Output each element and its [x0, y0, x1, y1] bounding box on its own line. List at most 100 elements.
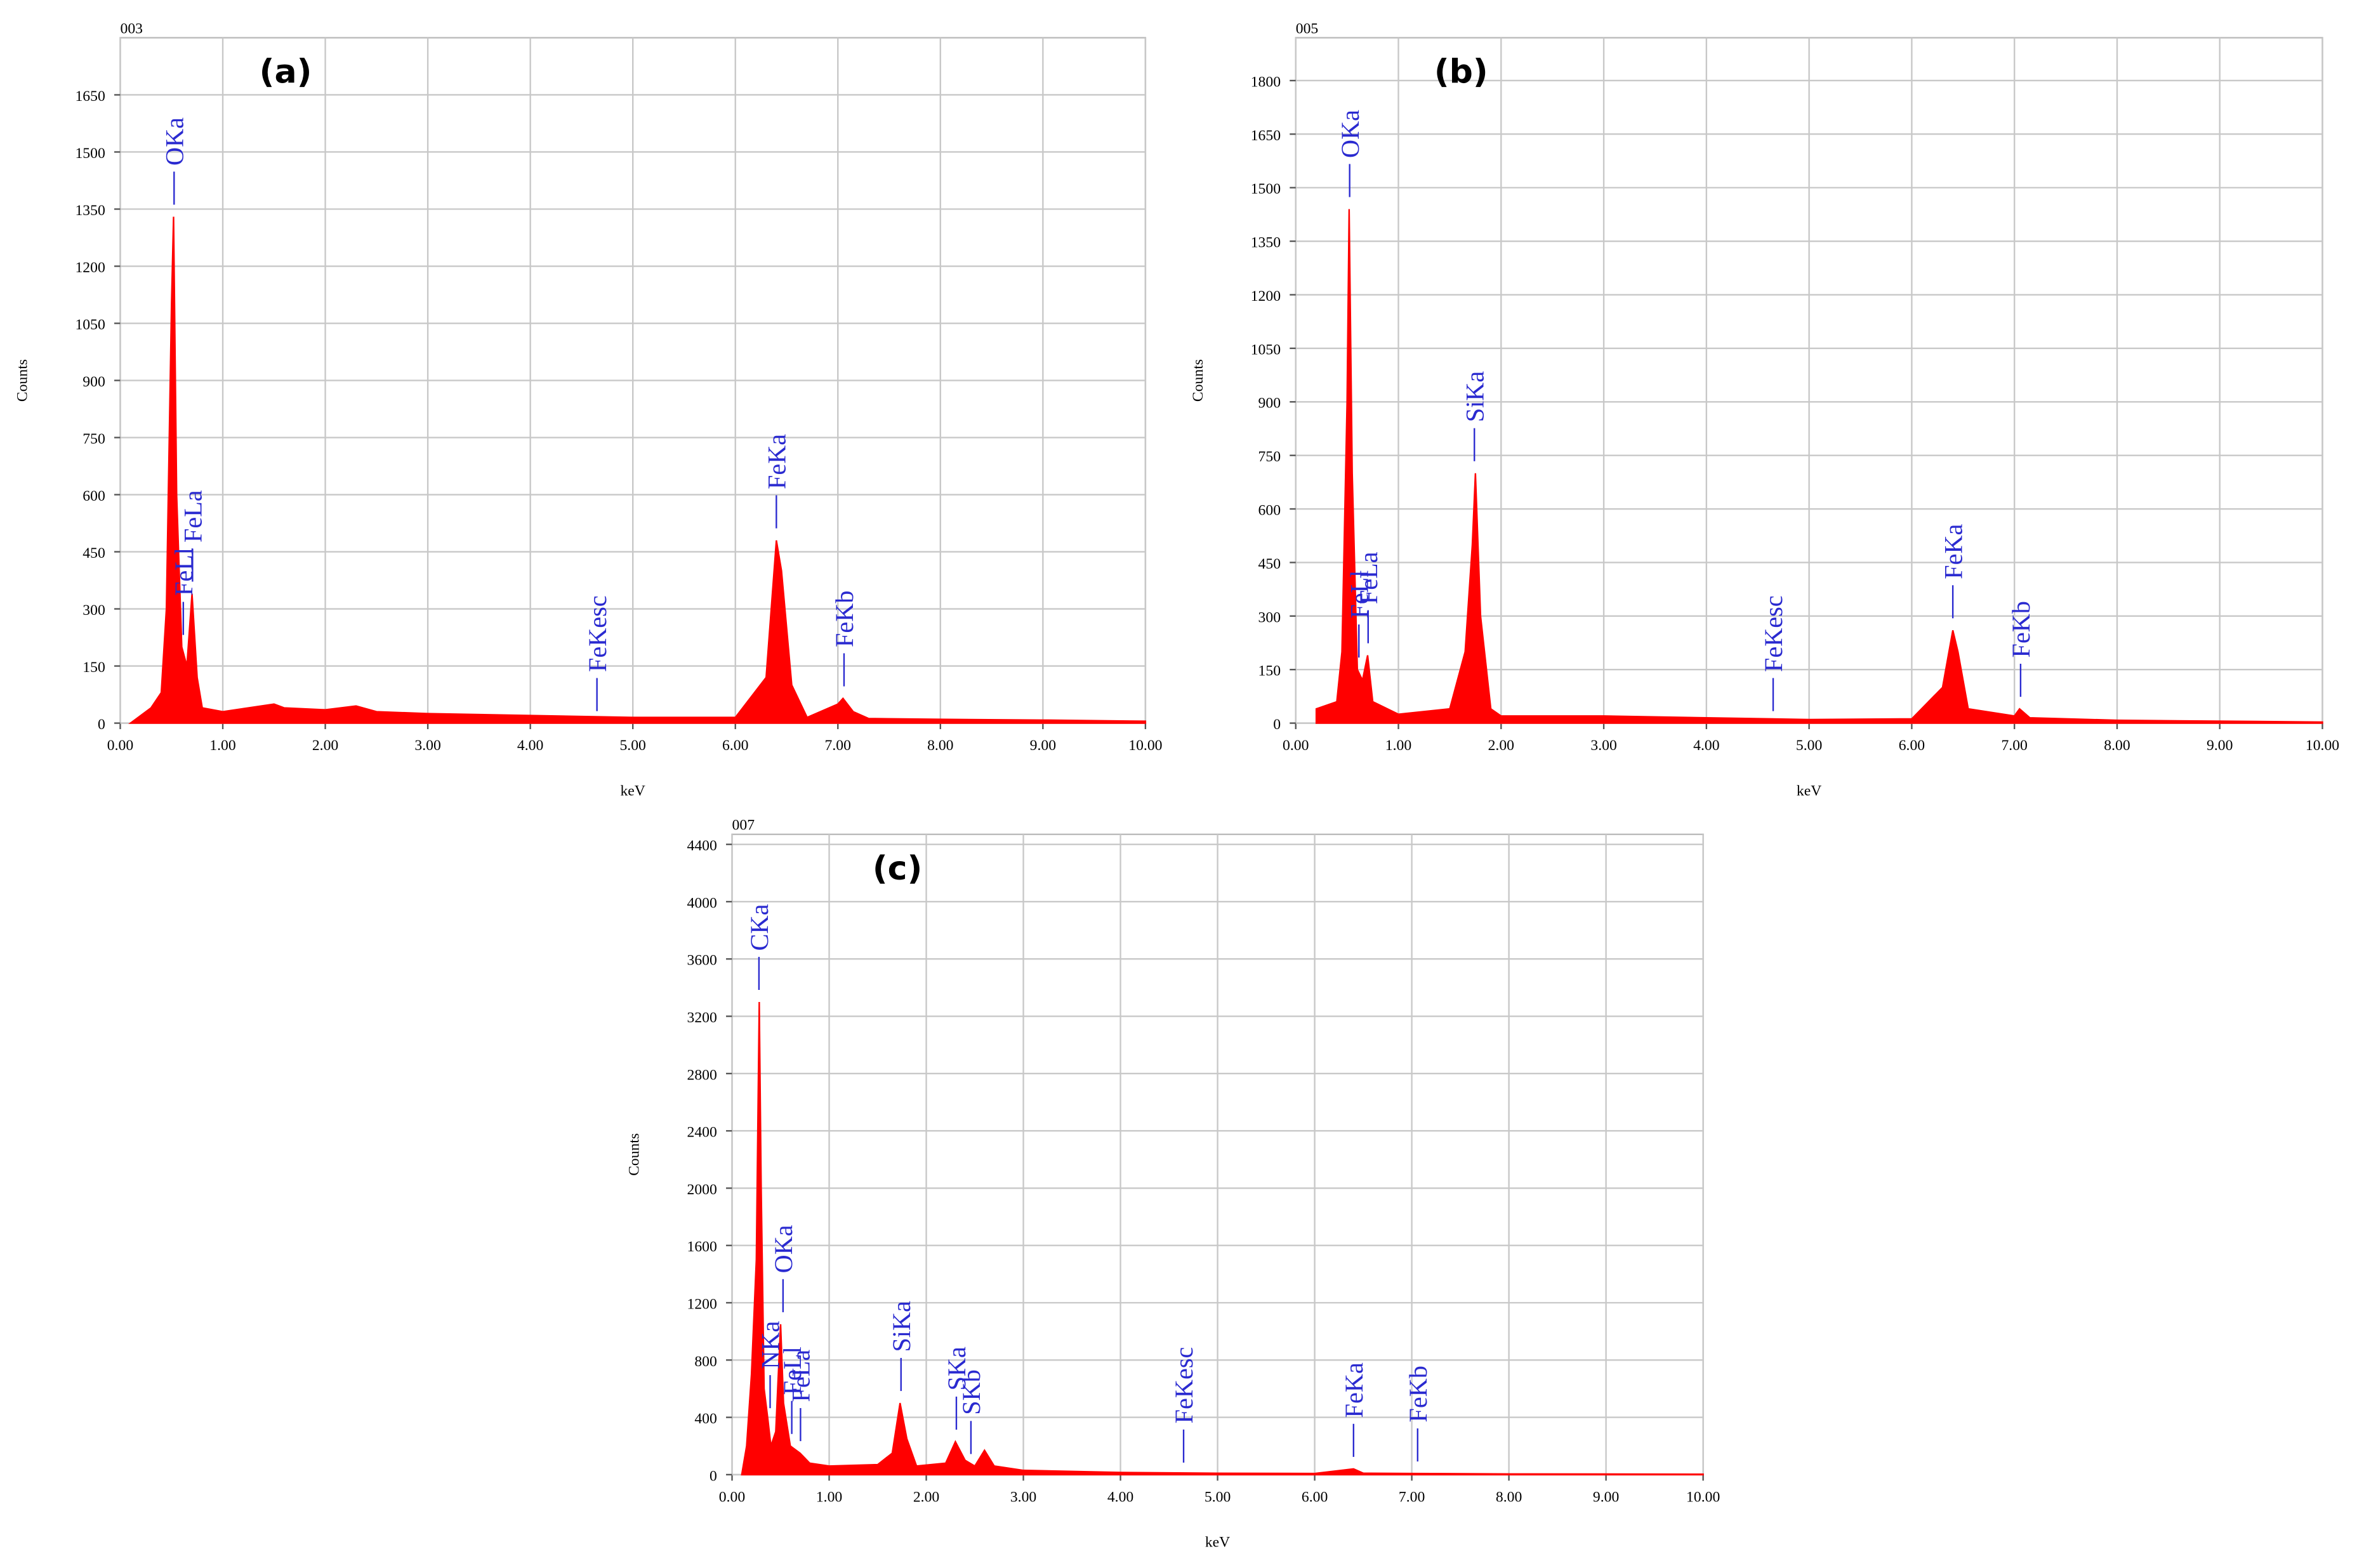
- chart-subtitle: 005: [1296, 20, 1319, 37]
- chart-panel: 0.00 1.00 2.00 3.00 4.00 5.00 6.00 7.00 8.00 9.00…: [1190, 20, 2339, 799]
- peak-label: FeKesc: [1170, 1347, 1198, 1424]
- y-tick-label: 750: [1258, 449, 1281, 465]
- chart-title: (b): [1434, 53, 1488, 91]
- x-tick-label: 4.00: [1107, 1489, 1133, 1506]
- y-tick-label: 2400: [687, 1124, 716, 1141]
- peak-label: FeKb: [2007, 601, 2035, 657]
- y-tick-label: 1200: [1251, 288, 1281, 305]
- y-tick-label: 900: [83, 374, 105, 390]
- y-tick-label: 1200: [75, 260, 105, 276]
- chart-panel: 0.00 1.00 2.00 3.00 4.00 5.00 6.00 7.00 8.00 9.00…: [15, 20, 1163, 799]
- y-tick-label: 1350: [1251, 235, 1281, 251]
- chart-subtitle: 007: [732, 817, 755, 834]
- spectrum-area: [741, 1001, 1704, 1476]
- peak-label: OKa: [769, 1225, 798, 1273]
- x-axis-label: keV: [620, 782, 645, 799]
- x-tick-label: 8.00: [927, 737, 953, 754]
- peak-label: SiKa: [1460, 371, 1489, 423]
- y-tick-label: 150: [83, 659, 105, 676]
- peak-label: SKb: [957, 1369, 986, 1415]
- x-tick-label: 10.00: [1128, 737, 1162, 754]
- y-tick-label: 450: [1258, 556, 1281, 572]
- y-tick-label: 4000: [687, 895, 716, 911]
- x-axis-label: keV: [1205, 1534, 1230, 1551]
- y-tick-label: 1350: [75, 202, 105, 219]
- x-tick-label: 7.00: [1399, 1489, 1425, 1506]
- x-tick-label: 0.00: [719, 1489, 745, 1506]
- y-tick-label: 750: [83, 431, 105, 447]
- peak-label: FeKa: [1340, 1362, 1368, 1418]
- peak-label: FeLa: [787, 1350, 815, 1402]
- y-tick-label: 1050: [75, 317, 105, 333]
- peak-label: FeKb: [1404, 1366, 1432, 1422]
- y-tick-label: 3200: [687, 1010, 716, 1026]
- x-tick-label: 4.00: [1693, 737, 1719, 754]
- peak-label: FeLl: [169, 548, 198, 596]
- y-axis-label: Counts: [626, 1133, 643, 1176]
- x-tick-label: 8.00: [1496, 1489, 1522, 1506]
- y-tick-label: 300: [1258, 609, 1281, 626]
- y-tick-label: 800: [694, 1354, 717, 1370]
- y-tick-label: 0: [98, 716, 105, 733]
- y-tick-label: 2800: [687, 1067, 716, 1083]
- x-tick-label: 6.00: [722, 737, 748, 754]
- x-tick-label: 5.00: [619, 737, 645, 754]
- x-tick-label: 7.00: [825, 737, 851, 754]
- y-tick-label: 1050: [1251, 341, 1281, 358]
- spectrum-area: [128, 216, 1147, 724]
- x-tick-label: 1.00: [1385, 737, 1411, 754]
- x-tick-label: 6.00: [1899, 737, 1925, 754]
- peak-label: FeKesc: [583, 595, 612, 672]
- x-tick-label: 3.00: [414, 737, 440, 754]
- chart-title: (a): [260, 53, 312, 91]
- y-tick-label: 1200: [687, 1296, 716, 1312]
- y-tick-label: 400: [694, 1411, 717, 1427]
- x-tick-label: 9.00: [1593, 1489, 1619, 1506]
- y-tick-label: 450: [83, 545, 105, 562]
- chart-title: (c): [873, 850, 923, 888]
- x-tick-label: 2.00: [1488, 737, 1514, 754]
- peak-label: FeKa: [1939, 524, 1967, 579]
- x-tick-label: 5.00: [1205, 1489, 1231, 1506]
- x-tick-label: 2.00: [312, 737, 338, 754]
- y-tick-label: 1800: [1251, 74, 1281, 90]
- y-tick-label: 0: [710, 1468, 717, 1484]
- spectrum-area: [1315, 209, 2323, 724]
- peak-label: SKa: [942, 1347, 971, 1390]
- x-tick-label: 1.00: [816, 1489, 842, 1506]
- x-tick-label: 10.00: [1686, 1489, 1720, 1506]
- chart-subtitle: 003: [120, 20, 143, 37]
- x-tick-label: 7.00: [2001, 737, 2027, 754]
- peak-label: FeLl: [778, 1347, 807, 1395]
- chart-panel: 0.00 1.00 2.00 3.00 4.00 5.00 6.00 7.00 8.00 9.00…: [626, 817, 1720, 1551]
- peak-label: OKa: [1336, 110, 1364, 158]
- y-tick-label: 4400: [687, 838, 716, 854]
- x-tick-label: 3.00: [1010, 1489, 1036, 1506]
- x-tick-label: 5.00: [1796, 737, 1822, 754]
- y-tick-label: 600: [83, 488, 105, 504]
- x-tick-label: 2.00: [913, 1489, 939, 1506]
- x-axis-label: keV: [1797, 782, 1821, 799]
- y-tick-label: 300: [83, 602, 105, 619]
- y-tick-label: 0: [1273, 716, 1281, 733]
- y-tick-label: 1500: [75, 145, 105, 162]
- peak-label: FeLa: [179, 490, 208, 543]
- y-tick-label: 1500: [1251, 181, 1281, 197]
- peak-label: FeKb: [830, 591, 859, 647]
- x-tick-label: 0.00: [1283, 737, 1309, 754]
- peak-label: OKa: [161, 117, 189, 166]
- y-tick-label: 2000: [687, 1182, 716, 1198]
- y-axis-label: Counts: [1190, 359, 1206, 402]
- x-tick-label: 6.00: [1302, 1489, 1328, 1506]
- peak-label: FeKesc: [1759, 595, 1788, 672]
- x-tick-label: 8.00: [2104, 737, 2130, 754]
- peak-label: FeKa: [763, 434, 791, 489]
- y-tick-label: 1650: [1251, 128, 1281, 144]
- x-tick-label: 9.00: [2207, 737, 2233, 754]
- x-tick-label: 9.00: [1030, 737, 1056, 754]
- y-tick-label: 600: [1258, 503, 1281, 519]
- y-tick-label: 150: [1258, 663, 1281, 680]
- peak-label: NKa: [756, 1321, 785, 1369]
- x-tick-label: 3.00: [1590, 737, 1616, 754]
